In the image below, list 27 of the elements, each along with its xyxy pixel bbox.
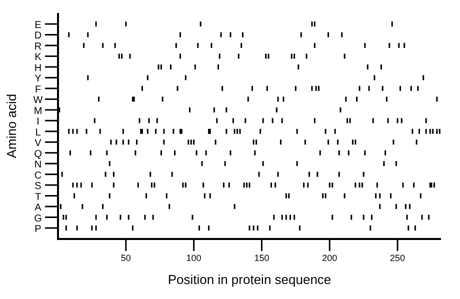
y-tick-label: G: [34, 213, 42, 224]
y-tick-label: H: [34, 62, 42, 74]
y-tick-label: Y: [34, 74, 42, 85]
x-tick-label: 50: [120, 253, 131, 263]
y-tick-label: F: [34, 84, 42, 96]
y-tick-label: L: [35, 127, 42, 138]
y-tick-label: I: [36, 116, 40, 128]
y-tick-label: K: [34, 52, 42, 64]
y-tick-label: W: [33, 95, 44, 106]
y-tick-label: T: [34, 192, 42, 203]
y-tick-label: M: [34, 106, 42, 117]
y-tick-label: D: [34, 30, 42, 42]
x-tick-label: 150: [254, 253, 270, 263]
y-axis-title: Amino acid: [4, 94, 19, 158]
x-tick-label: 250: [390, 253, 406, 263]
x-axis-title: Position in protein sequence: [168, 272, 332, 287]
y-tick-label: P: [34, 224, 42, 235]
y-tick-label: R: [34, 41, 42, 52]
y-tick-label: S: [34, 181, 42, 192]
y-tick-label: C: [34, 170, 42, 182]
x-tick-label: 100: [186, 253, 202, 263]
y-tick-label: N: [34, 160, 42, 171]
y-tick-label: A: [34, 202, 42, 214]
x-tick-label: 200: [322, 253, 338, 263]
y-tick-label: E: [34, 20, 42, 31]
y-tick-label: V: [34, 138, 42, 150]
y-tick-label: Q: [34, 148, 42, 160]
